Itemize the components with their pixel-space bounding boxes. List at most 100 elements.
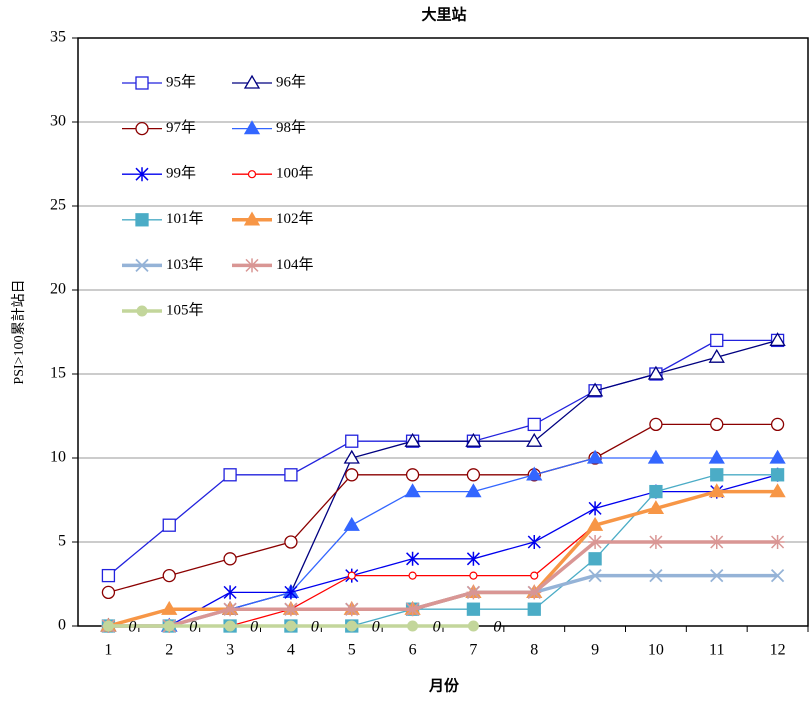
marker bbox=[770, 417, 785, 432]
data-label: 0 bbox=[311, 619, 319, 636]
legend-label: 103年 bbox=[166, 256, 204, 273]
marker bbox=[467, 620, 479, 632]
x-tick-label: 12 bbox=[770, 642, 786, 659]
marker bbox=[466, 602, 481, 616]
y-tick-label: 35 bbox=[50, 29, 66, 46]
marker bbox=[647, 500, 665, 515]
legend-label: 100年 bbox=[276, 165, 314, 182]
data-label: 0 bbox=[433, 619, 441, 636]
marker bbox=[465, 432, 482, 447]
x-tick-label: 7 bbox=[469, 642, 477, 659]
line bbox=[108, 474, 778, 627]
marker bbox=[245, 258, 259, 273]
marker bbox=[586, 382, 604, 397]
x-tick-label: 8 bbox=[530, 642, 538, 659]
marker bbox=[649, 568, 663, 583]
x-tick-label: 3 bbox=[226, 642, 234, 659]
y-tick-label: 20 bbox=[50, 281, 66, 298]
line bbox=[108, 339, 778, 627]
marker bbox=[527, 585, 542, 600]
legend-label: 99年 bbox=[166, 165, 196, 182]
series: 97年 bbox=[101, 119, 785, 600]
marker bbox=[347, 571, 356, 580]
line bbox=[108, 540, 778, 628]
marker bbox=[710, 468, 724, 482]
marker bbox=[284, 535, 298, 549]
marker bbox=[647, 449, 665, 464]
data-label: 0 bbox=[189, 619, 197, 636]
marker bbox=[710, 417, 724, 432]
marker bbox=[283, 602, 298, 617]
legend-label: 102年 bbox=[276, 210, 314, 227]
y-axis-label: PSI>100累計站日 bbox=[11, 279, 27, 384]
marker bbox=[526, 466, 543, 481]
marker bbox=[136, 305, 148, 317]
marker bbox=[709, 535, 724, 549]
marker bbox=[527, 535, 541, 549]
legend-label: 96年 bbox=[276, 73, 306, 90]
marker bbox=[243, 211, 261, 226]
marker bbox=[284, 468, 298, 482]
x-tick-label: 10 bbox=[648, 642, 664, 659]
marker bbox=[407, 620, 419, 632]
chart-title: 大里站 bbox=[421, 5, 466, 23]
x-tick-label: 1 bbox=[104, 642, 112, 659]
line bbox=[108, 423, 778, 594]
data-label: 0 bbox=[250, 619, 258, 636]
data-label: 0 bbox=[128, 619, 136, 636]
series: 98年 bbox=[100, 119, 786, 632]
marker bbox=[649, 417, 663, 432]
marker bbox=[770, 535, 785, 549]
y-tick-label: 30 bbox=[50, 113, 66, 130]
marker bbox=[405, 602, 420, 617]
marker bbox=[527, 417, 541, 432]
y-tick-label: 15 bbox=[50, 365, 66, 382]
legend-label: 104年 bbox=[276, 256, 314, 273]
marker bbox=[588, 535, 603, 549]
marker bbox=[162, 568, 176, 583]
series: 95年 bbox=[101, 73, 785, 583]
marker bbox=[404, 483, 421, 498]
marker bbox=[527, 602, 541, 616]
marker bbox=[769, 483, 786, 498]
marker bbox=[770, 568, 785, 583]
marker bbox=[466, 585, 481, 600]
marker bbox=[708, 348, 725, 363]
marker bbox=[466, 468, 481, 482]
marker bbox=[466, 551, 480, 566]
series: 101年 bbox=[101, 210, 785, 633]
marker bbox=[284, 585, 298, 600]
x-tick-label: 9 bbox=[591, 642, 599, 659]
marker bbox=[406, 551, 420, 566]
series: 100年 bbox=[104, 165, 782, 631]
marker bbox=[343, 449, 360, 464]
marker bbox=[708, 449, 725, 464]
marker bbox=[710, 568, 724, 583]
legend-label: 98年 bbox=[276, 119, 306, 136]
y-tick-label: 10 bbox=[50, 449, 66, 466]
marker bbox=[163, 620, 175, 632]
marker bbox=[223, 552, 237, 566]
marker bbox=[101, 585, 116, 600]
series: 104年 bbox=[101, 256, 785, 633]
x-tick-label: 5 bbox=[348, 642, 356, 659]
marker bbox=[404, 432, 421, 447]
marker bbox=[101, 568, 116, 583]
marker bbox=[649, 484, 663, 499]
y-tick-label: 5 bbox=[58, 533, 66, 550]
legend-label: 95年 bbox=[166, 73, 196, 90]
marker bbox=[586, 449, 604, 464]
marker bbox=[708, 483, 725, 498]
marker bbox=[770, 468, 785, 482]
marker bbox=[710, 333, 724, 348]
marker bbox=[161, 600, 178, 615]
marker bbox=[408, 571, 417, 580]
series: 96年 bbox=[100, 73, 786, 632]
marker bbox=[769, 332, 786, 347]
marker bbox=[285, 620, 297, 632]
legend-label: 105年 bbox=[166, 301, 204, 318]
marker bbox=[647, 365, 665, 380]
series: 99年 bbox=[101, 165, 785, 633]
marker bbox=[223, 468, 237, 482]
